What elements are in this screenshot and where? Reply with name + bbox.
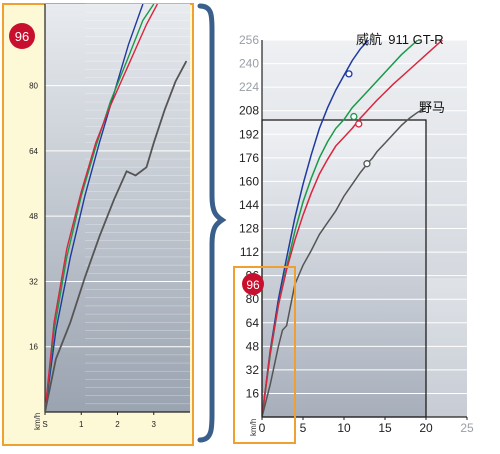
left-badge-label: 96 <box>15 29 29 44</box>
right-y-tick-label: 112 <box>240 245 259 259</box>
right-highlight-box <box>233 266 296 444</box>
right-y-tick-label: 80 <box>246 292 260 306</box>
left-x-tick-label: 1 <box>79 420 84 429</box>
left-series <box>45 4 188 412</box>
left-y-tick-label: 64 <box>29 147 38 156</box>
right-x-tick-label: 0 <box>259 421 266 435</box>
right-y-tick-label: 128 <box>239 222 259 236</box>
right-series-marker-1 <box>350 112 358 121</box>
right-y-tick-label: 48 <box>246 339 260 353</box>
right-x-tick-label: 15 <box>378 421 392 435</box>
right-series-label-3: 野马 <box>419 100 445 115</box>
left-axis-labels: 16 32 48 64 80 S 1 2 3 <box>29 4 190 429</box>
right-series-line-0 <box>262 40 370 417</box>
left-y-tick-label: 32 <box>29 277 38 286</box>
right-badge-label: 96 <box>246 278 260 292</box>
right-badge <box>242 273 264 295</box>
left-series-line-2 <box>45 4 159 412</box>
left-x-tick-label: 3 <box>152 420 157 429</box>
right-y-tick-label: 224 <box>239 80 259 94</box>
right-y-tick-label: 256 <box>239 33 259 47</box>
left-x-tick-label: S <box>42 420 47 429</box>
right-y-tick-label: 144 <box>239 198 259 212</box>
left-gridlines <box>45 3 190 405</box>
right-x-tick-label: 20 <box>419 421 433 435</box>
right-y-tick-label: 64 <box>246 316 260 330</box>
left-y-axis-label: km/h <box>33 413 42 430</box>
right-series-marker-2 <box>355 120 363 128</box>
right-series-line-3 <box>262 107 427 417</box>
right-y-tick-label: 160 <box>239 174 259 188</box>
right-y-tick-label: 240 <box>239 57 259 71</box>
right-y-tick-label: 192 <box>239 127 259 141</box>
right-y-tick-label: 176 <box>239 151 259 165</box>
right-y-tick-label: 16 <box>246 386 260 400</box>
right-series-marker-3 <box>363 160 371 168</box>
right-series-label-1: 911 GT-R <box>388 32 443 47</box>
bracket-brace <box>197 3 227 443</box>
right-y-tick-label: 32 <box>246 363 260 377</box>
left-series-line-0 <box>45 4 144 412</box>
right-series-line-2 <box>262 40 443 417</box>
right-y-axis-label: km/h <box>249 419 258 436</box>
right-x-tick-label: 5 <box>300 421 307 435</box>
right-x-tick-label: 25 <box>460 421 474 435</box>
right-series-marker-0 <box>345 70 353 78</box>
right-series-label-0: 威航 <box>356 32 382 47</box>
left-x-tick-label: 2 <box>115 420 120 429</box>
right-y-tick-label: 208 <box>239 104 259 118</box>
right-zoom-box <box>262 120 426 417</box>
left-badge <box>9 23 35 49</box>
left-y-tick-label: 80 <box>29 82 38 91</box>
right-x-tick-label: 10 <box>337 421 351 435</box>
left-series-line-1 <box>45 4 155 412</box>
right-axis-labels: 16 32 48 64 8096 112 128 144 160 176 192 208 224 240 2… <box>239 33 474 435</box>
right-series <box>262 40 443 417</box>
left-series-line-3 <box>45 60 188 412</box>
right-series-labels: 威航 911 GT-R 野马 <box>356 32 445 115</box>
left-y-tick-label: 16 <box>29 343 38 352</box>
left-y-tick-label: 48 <box>29 212 38 221</box>
right-gridlines <box>262 39 467 394</box>
